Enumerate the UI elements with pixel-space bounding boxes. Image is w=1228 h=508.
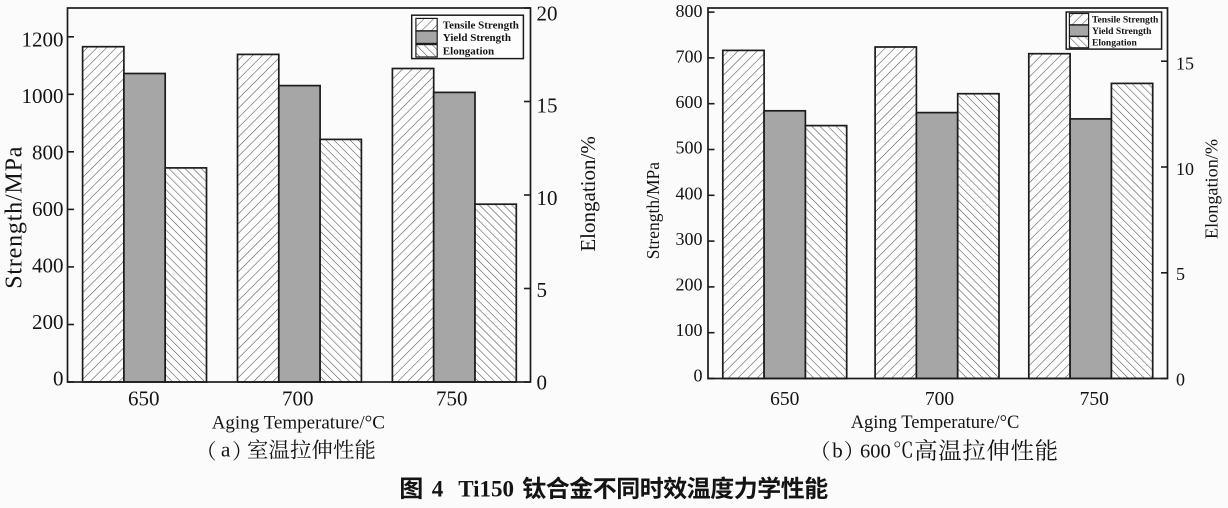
svg-text:800: 800 (32, 140, 64, 164)
svg-text:0: 0 (1176, 369, 1185, 389)
svg-text:Elongation: Elongation (443, 46, 494, 58)
svg-text:15: 15 (537, 94, 558, 118)
svg-text:Aging Temperature/°C: Aging Temperature/°C (851, 413, 1020, 433)
svg-text:15: 15 (1176, 54, 1194, 74)
svg-text:400: 400 (676, 183, 703, 203)
svg-text:200: 200 (676, 274, 703, 294)
svg-text:650: 650 (770, 389, 799, 410)
svg-text:400: 400 (32, 253, 64, 277)
svg-text:300: 300 (676, 229, 703, 249)
svg-text:600: 600 (860, 441, 891, 463)
svg-text:0: 0 (694, 366, 703, 386)
svg-text:b: b (832, 439, 843, 463)
svg-text:5: 5 (537, 278, 548, 302)
svg-text:4: 4 (432, 477, 444, 502)
svg-text:Yield Strength: Yield Strength (1092, 26, 1152, 37)
svg-text:600: 600 (676, 92, 703, 112)
svg-text:700: 700 (282, 386, 314, 410)
svg-text:700: 700 (676, 47, 703, 67)
svg-text:20: 20 (537, 1, 558, 25)
svg-text:Yield Strength: Yield Strength (443, 32, 511, 44)
svg-text:Tensile Strength: Tensile Strength (443, 19, 519, 31)
svg-text:750: 750 (1080, 389, 1109, 410)
svg-text:500: 500 (676, 138, 703, 158)
svg-text:600: 600 (32, 197, 64, 221)
svg-text:750: 750 (436, 386, 468, 410)
svg-text:Elongation/%: Elongation/% (576, 136, 600, 251)
svg-text:10: 10 (537, 186, 558, 210)
svg-text:0: 0 (537, 370, 548, 394)
svg-text:5: 5 (1176, 264, 1185, 284)
svg-text:700: 700 (925, 389, 954, 410)
svg-text:Aging Temperature/°C: Aging Temperature/°C (212, 412, 385, 433)
svg-text:Elongation/%: Elongation/% (1202, 139, 1222, 239)
svg-text:650: 650 (128, 386, 160, 410)
svg-text:800: 800 (676, 1, 703, 21)
svg-text:200: 200 (32, 310, 64, 334)
svg-text:0: 0 (53, 367, 64, 391)
svg-text:100: 100 (676, 320, 703, 340)
svg-text:Elongation: Elongation (1092, 37, 1137, 48)
svg-text:a: a (221, 438, 231, 462)
svg-text:10: 10 (1176, 159, 1194, 179)
svg-text:Strength/MPa: Strength/MPa (2, 146, 28, 289)
svg-text:Tensile Strength: Tensile Strength (1092, 14, 1159, 25)
svg-text:Ti150: Ti150 (458, 477, 514, 502)
svg-text:1000: 1000 (22, 84, 64, 108)
svg-text:Strength/MPa: Strength/MPa (643, 162, 663, 259)
svg-text:1200: 1200 (22, 27, 64, 51)
